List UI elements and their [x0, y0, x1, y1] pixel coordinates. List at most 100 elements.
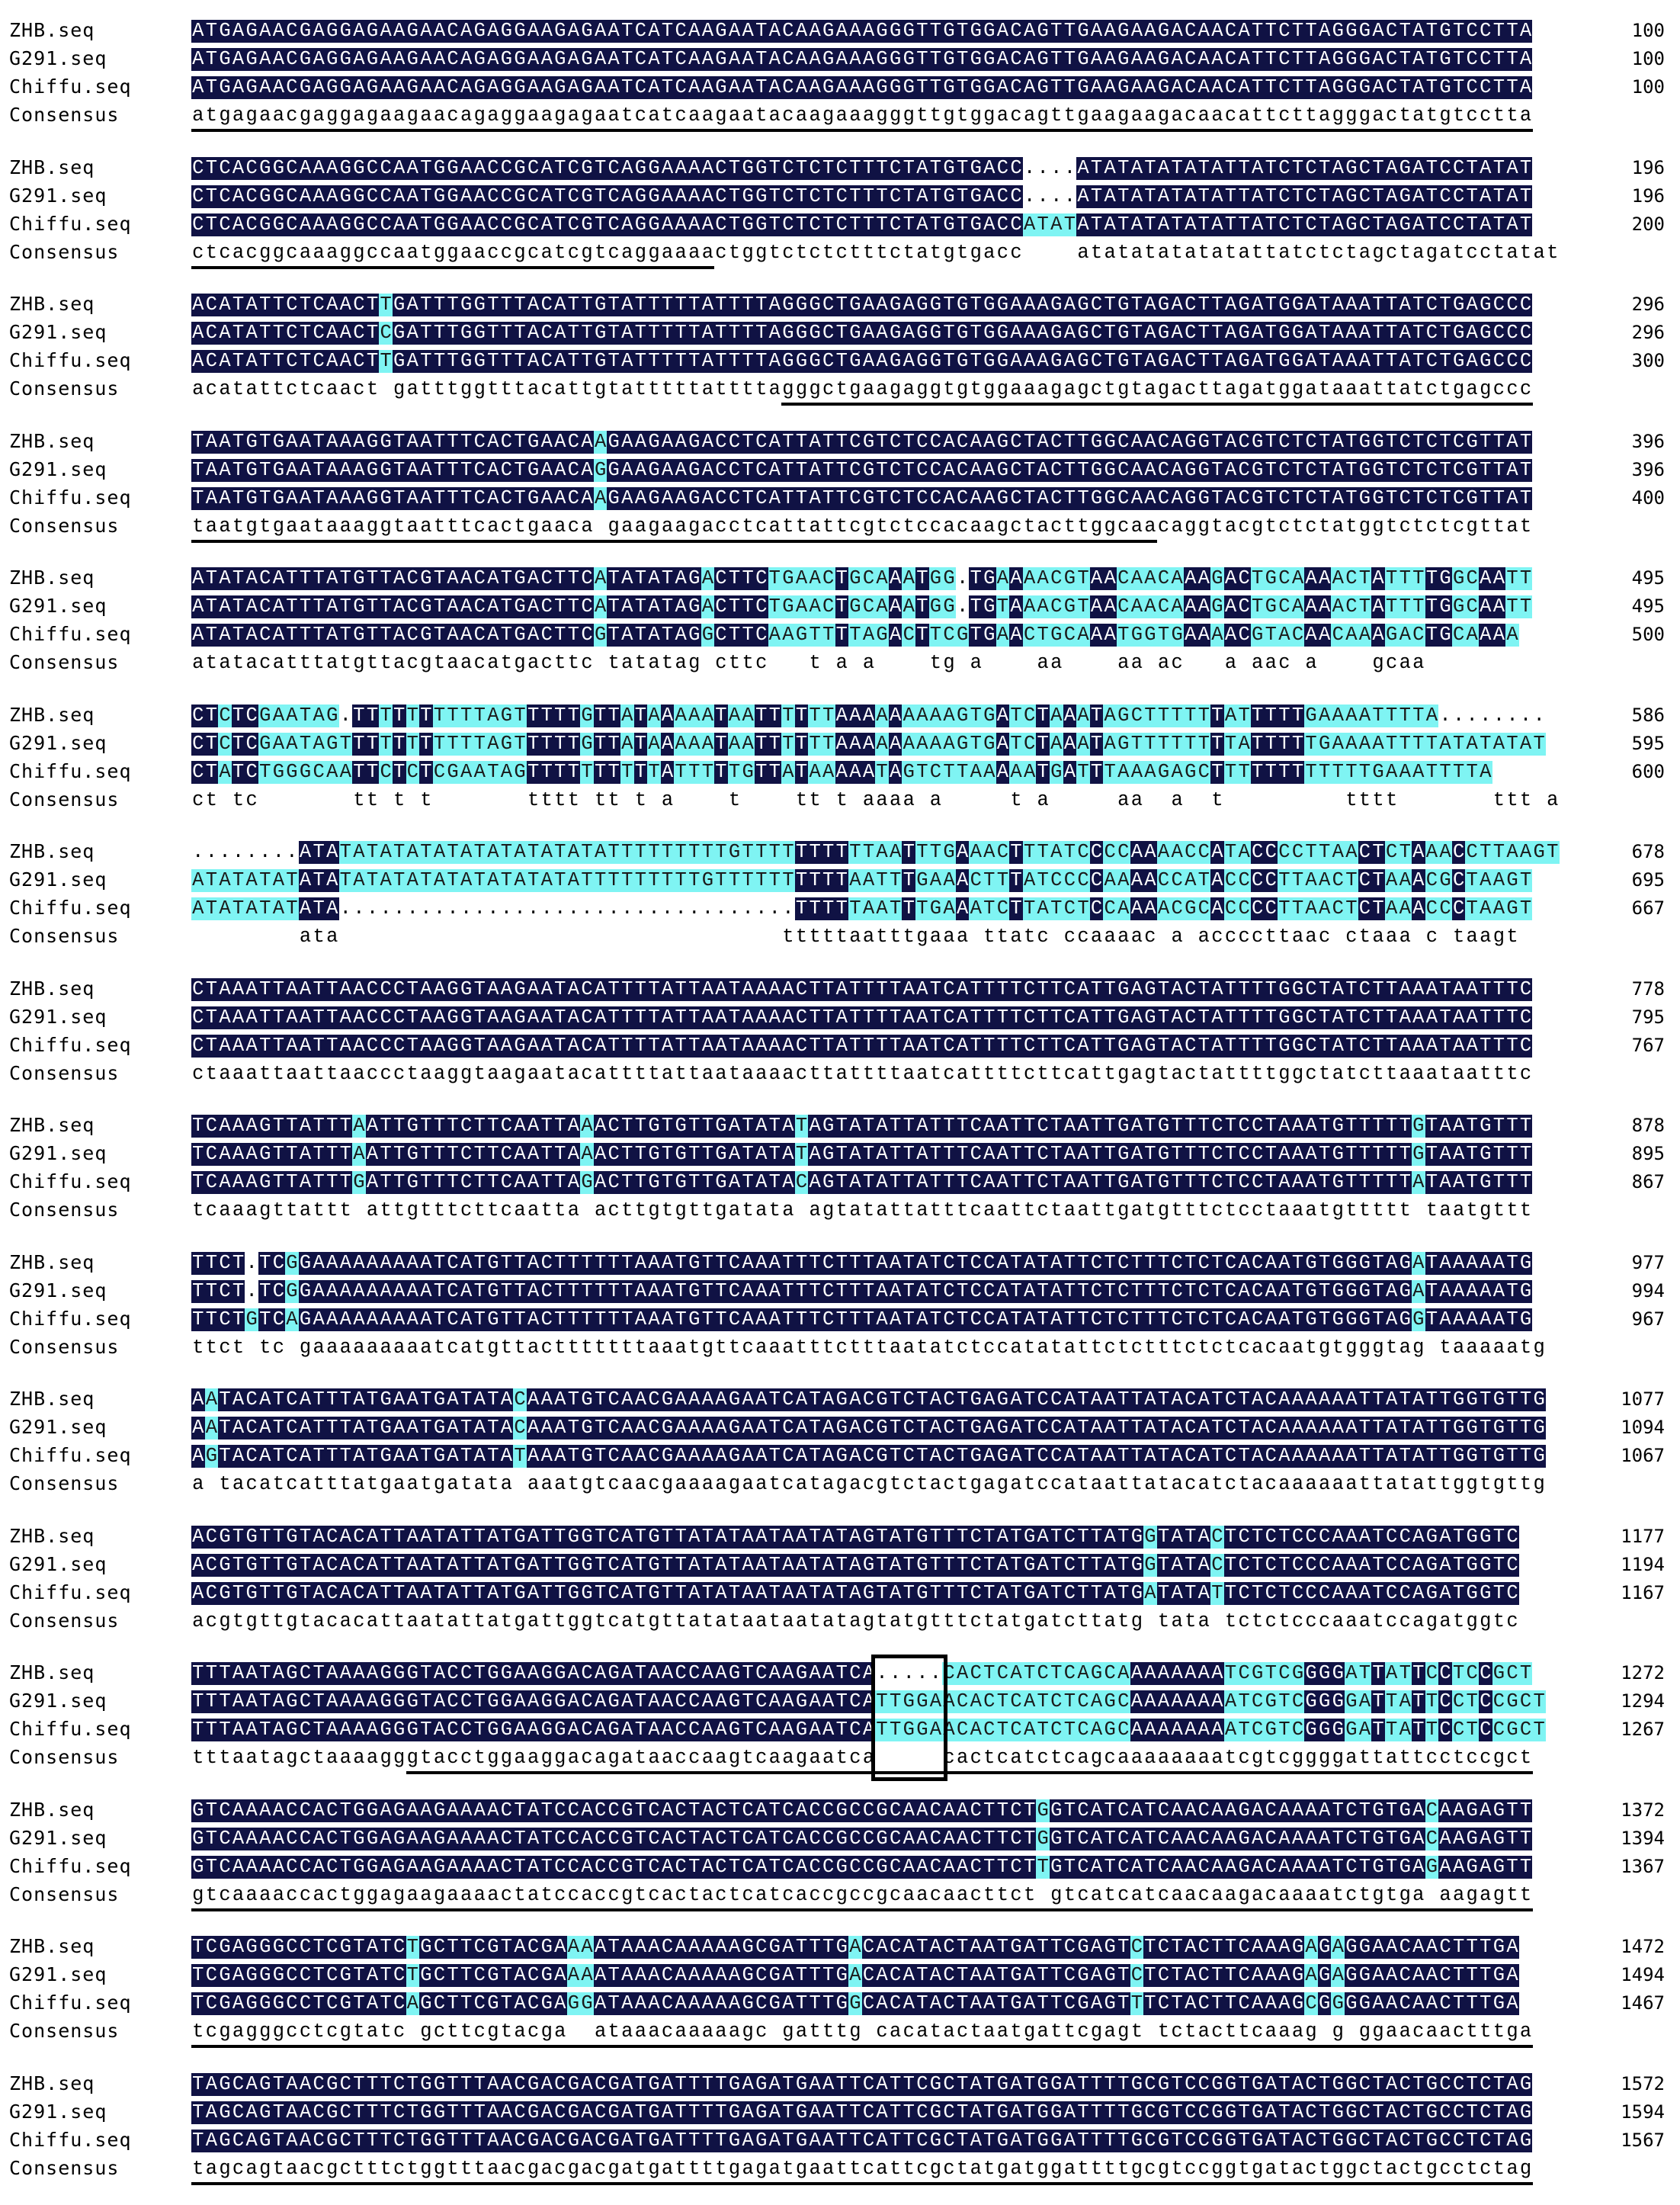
sequence-row: ZHB.seq ATGAGAACGAGGAGAAGAACAGAGGAAGAGAAT… [0, 17, 1680, 44]
consensus-sequence: gtcaaaaccactggagaagaaaactatccaccgtcactac… [192, 1883, 1532, 1905]
position-number: 1394 [1621, 1827, 1665, 1849]
position-number: 595 [1631, 732, 1665, 754]
sequence-residues: CTCACGGCAAAGGCCAATGGAACCGCATCGTCAGGAAAAC… [191, 213, 1533, 236]
sequence-label: G291.seq [9, 868, 107, 891]
position-number: 867 [1631, 1171, 1665, 1192]
sequence-residues: ATGAGAACGAGGAGAAGAACAGAGGAAGAGAATCATCAAG… [191, 76, 1533, 99]
alignment-block: ZHB.seq CTCACGGCAAAGGCCAATGGAACCGCATCGTCA… [0, 154, 1680, 269]
sequence-row: ZHB.seq TCAAAGTTATTTAATTGTTTCTTCAATTAAACT… [0, 1112, 1680, 1139]
sequence-residues: TTTAATAGCTAAAAGGGTACCTGGAAGGACAGATAACCAA… [191, 1690, 1546, 1713]
sequence-row: ZHB.seq CTCACGGCAAAGGCCAATGGAACCGCATCGTCA… [0, 154, 1680, 181]
position-number: 196 [1631, 156, 1665, 178]
sequence-row: Chiffu.seq CTCACGGCAAAGGCCAATGGAACCGCATCG… [0, 210, 1680, 238]
sequence-residues: ATGAGAACGAGGAGAAGAACAGAGGAAGAGAATCATCAAG… [191, 48, 1533, 71]
feature-underline [406, 1771, 1533, 1774]
consensus-row: Consensus atatacatttatgttacgtaacatgacttc … [0, 649, 1680, 676]
sequence-residues: TCAAAGTTATTTAATTGTTTCTTCAATTAAACTTGTGTTG… [191, 1143, 1533, 1166]
consensus-row: Consensus ctcacggcaaaggccaatggaaccgcatcgt… [0, 239, 1680, 266]
position-number: 196 [1631, 185, 1665, 207]
consensus-row: Consensus tttaatagctaaaagggtacctggaaggaca… [0, 1744, 1680, 1771]
sequence-residues: CTAAATTAATTAACCCTAAGGTAAGAATACATTTTATTAA… [191, 977, 1533, 1001]
position-number: 396 [1631, 458, 1665, 480]
position-number: 767 [1631, 1034, 1665, 1056]
sequence-row: G291.seq TTCT.TCGGAAAAAAAAATCATGTTACTTTTT… [0, 1277, 1680, 1305]
sequence-row: Chiffu.seq ACGTGTTGTACACATTAATATTATGATTGG… [0, 1579, 1680, 1606]
position-number: 1094 [1621, 1417, 1665, 1438]
sequence-residues: TAATGTGAATAAAGGTAATTTCACTGAACAAGAAGAAGAC… [191, 430, 1533, 454]
sequence-residues: ACGTGTTGTACACATTAATATTATGATTGGTCATGTTATA… [191, 1553, 1519, 1577]
sequence-label: Chiffu.seq [9, 349, 132, 371]
sequence-row: Chiffu.seq TAGCAGTAACGCTTTCTGGTTTAACGACGA… [0, 2126, 1680, 2154]
consensus-label: Consensus [9, 1199, 120, 1221]
sequence-residues: ATGAGAACGAGGAGAAGAACAGAGGAAGAGAATCATCAAG… [191, 20, 1533, 43]
position-number: 1177 [1621, 1525, 1665, 1547]
consensus-label: Consensus [9, 1335, 120, 1358]
consensus-label: Consensus [9, 2156, 120, 2179]
sequence-residues: GTCAAAACCACTGGAGAAGAAAACTATCCACCGTCACTAC… [191, 1827, 1533, 1850]
consensus-sequence: tcgagggcctcgtatc gcttcgtacga ataaacaaaaa… [192, 2020, 1532, 2042]
sequence-residues: ........ATATATATATATATATATATATATTTTTTTTT… [192, 841, 1560, 864]
consensus-label: Consensus [9, 514, 120, 537]
sequence-label: Chiffu.seq [9, 1992, 132, 2014]
sequence-row: ZHB.seq TAATGTGAATAAAGGTAATTTCACTGAACAAGA… [0, 428, 1680, 455]
sequence-residues: CTCACGGCAAAGGCCAATGGAACCGCATCGTCAGGAAAAC… [191, 185, 1533, 208]
consensus-label: Consensus [9, 1061, 120, 1084]
position-number: 1272 [1621, 1662, 1665, 1683]
sequence-label: Chiffu.seq [9, 623, 132, 645]
sequence-label: Chiffu.seq [9, 1307, 132, 1330]
consensus-row: Consensus ata tttttaatttgaaa ttatc ccaaa… [0, 923, 1680, 950]
sequence-residues: ACGTGTTGTACACATTAATATTATGATTGGTCATGTTATA… [191, 1581, 1519, 1605]
consensus-label: Consensus [9, 1746, 120, 1768]
sequence-residues: CTAAATTAATTAACCCTAAGGTAAGAATACATTTTATTAA… [191, 1034, 1533, 1058]
sequence-residues: ACATATTCTCAACTCGATTTGGTTTACATTGTATTTTTAT… [191, 322, 1533, 345]
sequence-row: G291.seq ATATACATTTATGTTACGTAACATGACTTCAT… [0, 592, 1680, 620]
sequence-label: ZHB.seq [9, 1661, 95, 1683]
sequence-label: ZHB.seq [9, 1935, 95, 1957]
position-number: 1367 [1621, 1855, 1665, 1877]
sequence-row: ZHB.seq TCGAGGGCCTCGTATCTGCTTCGTACGAAAATA… [0, 1933, 1680, 1960]
sequence-label: G291.seq [9, 1552, 107, 1575]
alignment-block: ZHB.seq TTTAATAGCTAAAAGGGTACCTGGAAGGACAGA… [0, 1659, 1680, 1774]
consensus-label: Consensus [9, 651, 120, 673]
sequence-label: G291.seq [9, 1142, 107, 1164]
sequence-label: Chiffu.seq [9, 1718, 132, 1740]
alignment-block: ZHB.seq AATACATCATTTATGAATGATATACAAATGTCA… [0, 1385, 1680, 1500]
consensus-row: Consensus acatattctcaact gatttggtttacattg… [0, 375, 1680, 403]
consensus-label: Consensus [9, 240, 120, 263]
alignment-block: ZHB.seq ACGTGTTGTACACATTAATATTATGATTGGTCA… [0, 1523, 1680, 1637]
sequence-row: G291.seq GTCAAAACCACTGGAGAAGAAAACTATCCACC… [0, 1825, 1680, 1852]
position-number: 600 [1631, 760, 1665, 782]
sequence-row: G291.seq CTAAATTAATTAACCCTAAGGTAAGAATACAT… [0, 1003, 1680, 1031]
sequence-residues: TCGAGGGCCTCGTATCTGCTTCGTACGAAAATAAACAAAA… [191, 1964, 1519, 1987]
sequence-row: G291.seq TTTAATAGCTAAAAGGGTACCTGGAAGGACAG… [0, 1687, 1680, 1715]
sequence-residues: AGTACATCATTTATGAATGATATATAAATGTCAACGAAAA… [191, 1445, 1546, 1468]
feature-underline [191, 2181, 1533, 2185]
sequence-label: ZHB.seq [9, 1388, 95, 1410]
sequence-residues: TAGCAGTAACGCTTTCTGGTTTAACGACGACGATGATTTT… [191, 2072, 1533, 2096]
position-number: 495 [1631, 567, 1665, 589]
sequence-residues: ATATACATTTATGTTACGTAACATGACTTCATATATAGAC… [191, 567, 1533, 590]
alignment-block: ZHB.seq TAATGTGAATAAAGGTAATTTCACTGAACAAGA… [0, 428, 1680, 543]
sequence-residues: TAATGTGAATAAAGGTAATTTCACTGAACAGGAAGAAGAC… [191, 458, 1533, 482]
sequence-label: ZHB.seq [9, 1798, 95, 1821]
sequence-label: G291.seq [9, 595, 107, 617]
sequence-row: G291.seq ATATATATATATATATATATATATATATATTT… [0, 866, 1680, 894]
consensus-label: Consensus [9, 1609, 120, 1632]
consensus-row: Consensus tcaaagttattt attgtttcttcaatta a… [0, 1196, 1680, 1224]
sequence-row: ZHB.seq TTCT.TCGGAAAAAAAAATCATGTTACTTTTTT… [0, 1249, 1680, 1276]
sequence-label: ZHB.seq [9, 429, 95, 452]
sequence-label: Chiffu.seq [9, 1581, 132, 1603]
sequence-row: ZHB.seq CTAAATTAATTAACCCTAAGGTAAGAATACATT… [0, 975, 1680, 1003]
sequence-residues: CTCACGGCAAAGGCCAATGGAACCGCATCGTCAGGAAAAC… [191, 156, 1533, 180]
position-number: 400 [1631, 486, 1665, 509]
consensus-row: Consensus ctaaattaattaaccctaaggtaagaataca… [0, 1060, 1680, 1087]
consensus-label: Consensus [9, 2020, 120, 2042]
sequence-residues: TTTAATAGCTAAAAGGGTACCTGGAAGGACAGATAACCAA… [191, 1662, 1533, 1685]
sequence-residues: ATATACATTTATGTTACGTAACATGACTTCGTATATAGGC… [191, 624, 1519, 647]
alignment-block: ZHB.seq TCGAGGGCCTCGTATCTGCTTCGTACGAAAATA… [0, 1933, 1680, 2048]
sequence-label: G291.seq [9, 1963, 107, 1985]
consensus-row: Consensus atgagaacgaggagaagaacagaggaagaga… [0, 101, 1680, 129]
sequence-row: ZHB.seq TTTAATAGCTAAAAGGGTACCTGGAAGGACAGA… [0, 1659, 1680, 1687]
position-number: 1372 [1621, 1799, 1665, 1821]
